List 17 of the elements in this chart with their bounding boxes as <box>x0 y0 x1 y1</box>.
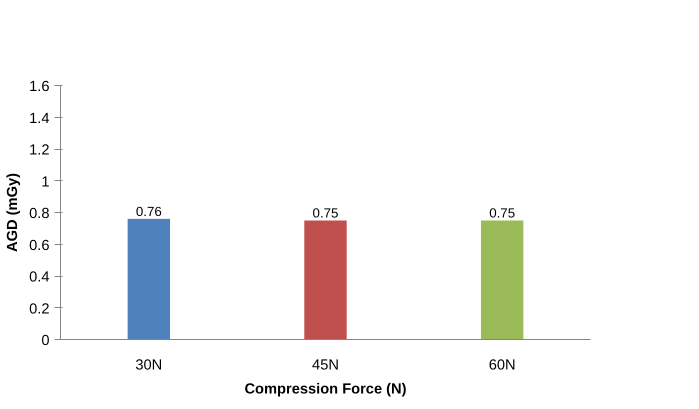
x-axis-title: Compression Force (N) <box>244 382 407 398</box>
y-tick-label: 0.6 <box>29 238 50 254</box>
x-tick-label: 30N <box>135 358 162 374</box>
y-tick-label: 0 <box>41 333 50 349</box>
y-axis-title: AGD (mGy) <box>5 172 22 252</box>
x-tick-label: 60N <box>488 358 516 374</box>
y-tick-label: 1.2 <box>29 142 50 158</box>
x-tick-label: 45N <box>312 358 339 374</box>
y-tick-label: 1 <box>41 174 50 190</box>
data-label: 0.75 <box>312 205 338 220</box>
data-label: 0.76 <box>136 204 162 219</box>
data-label: 0.75 <box>489 205 516 220</box>
y-tick-label: 1.4 <box>29 110 50 127</box>
y-tick-label: 0.4 <box>29 270 50 286</box>
y-tick-label: 1.6 <box>29 79 50 95</box>
y-tick-label: 0.2 <box>29 301 50 318</box>
y-tick-label: 0.8 <box>29 206 50 222</box>
